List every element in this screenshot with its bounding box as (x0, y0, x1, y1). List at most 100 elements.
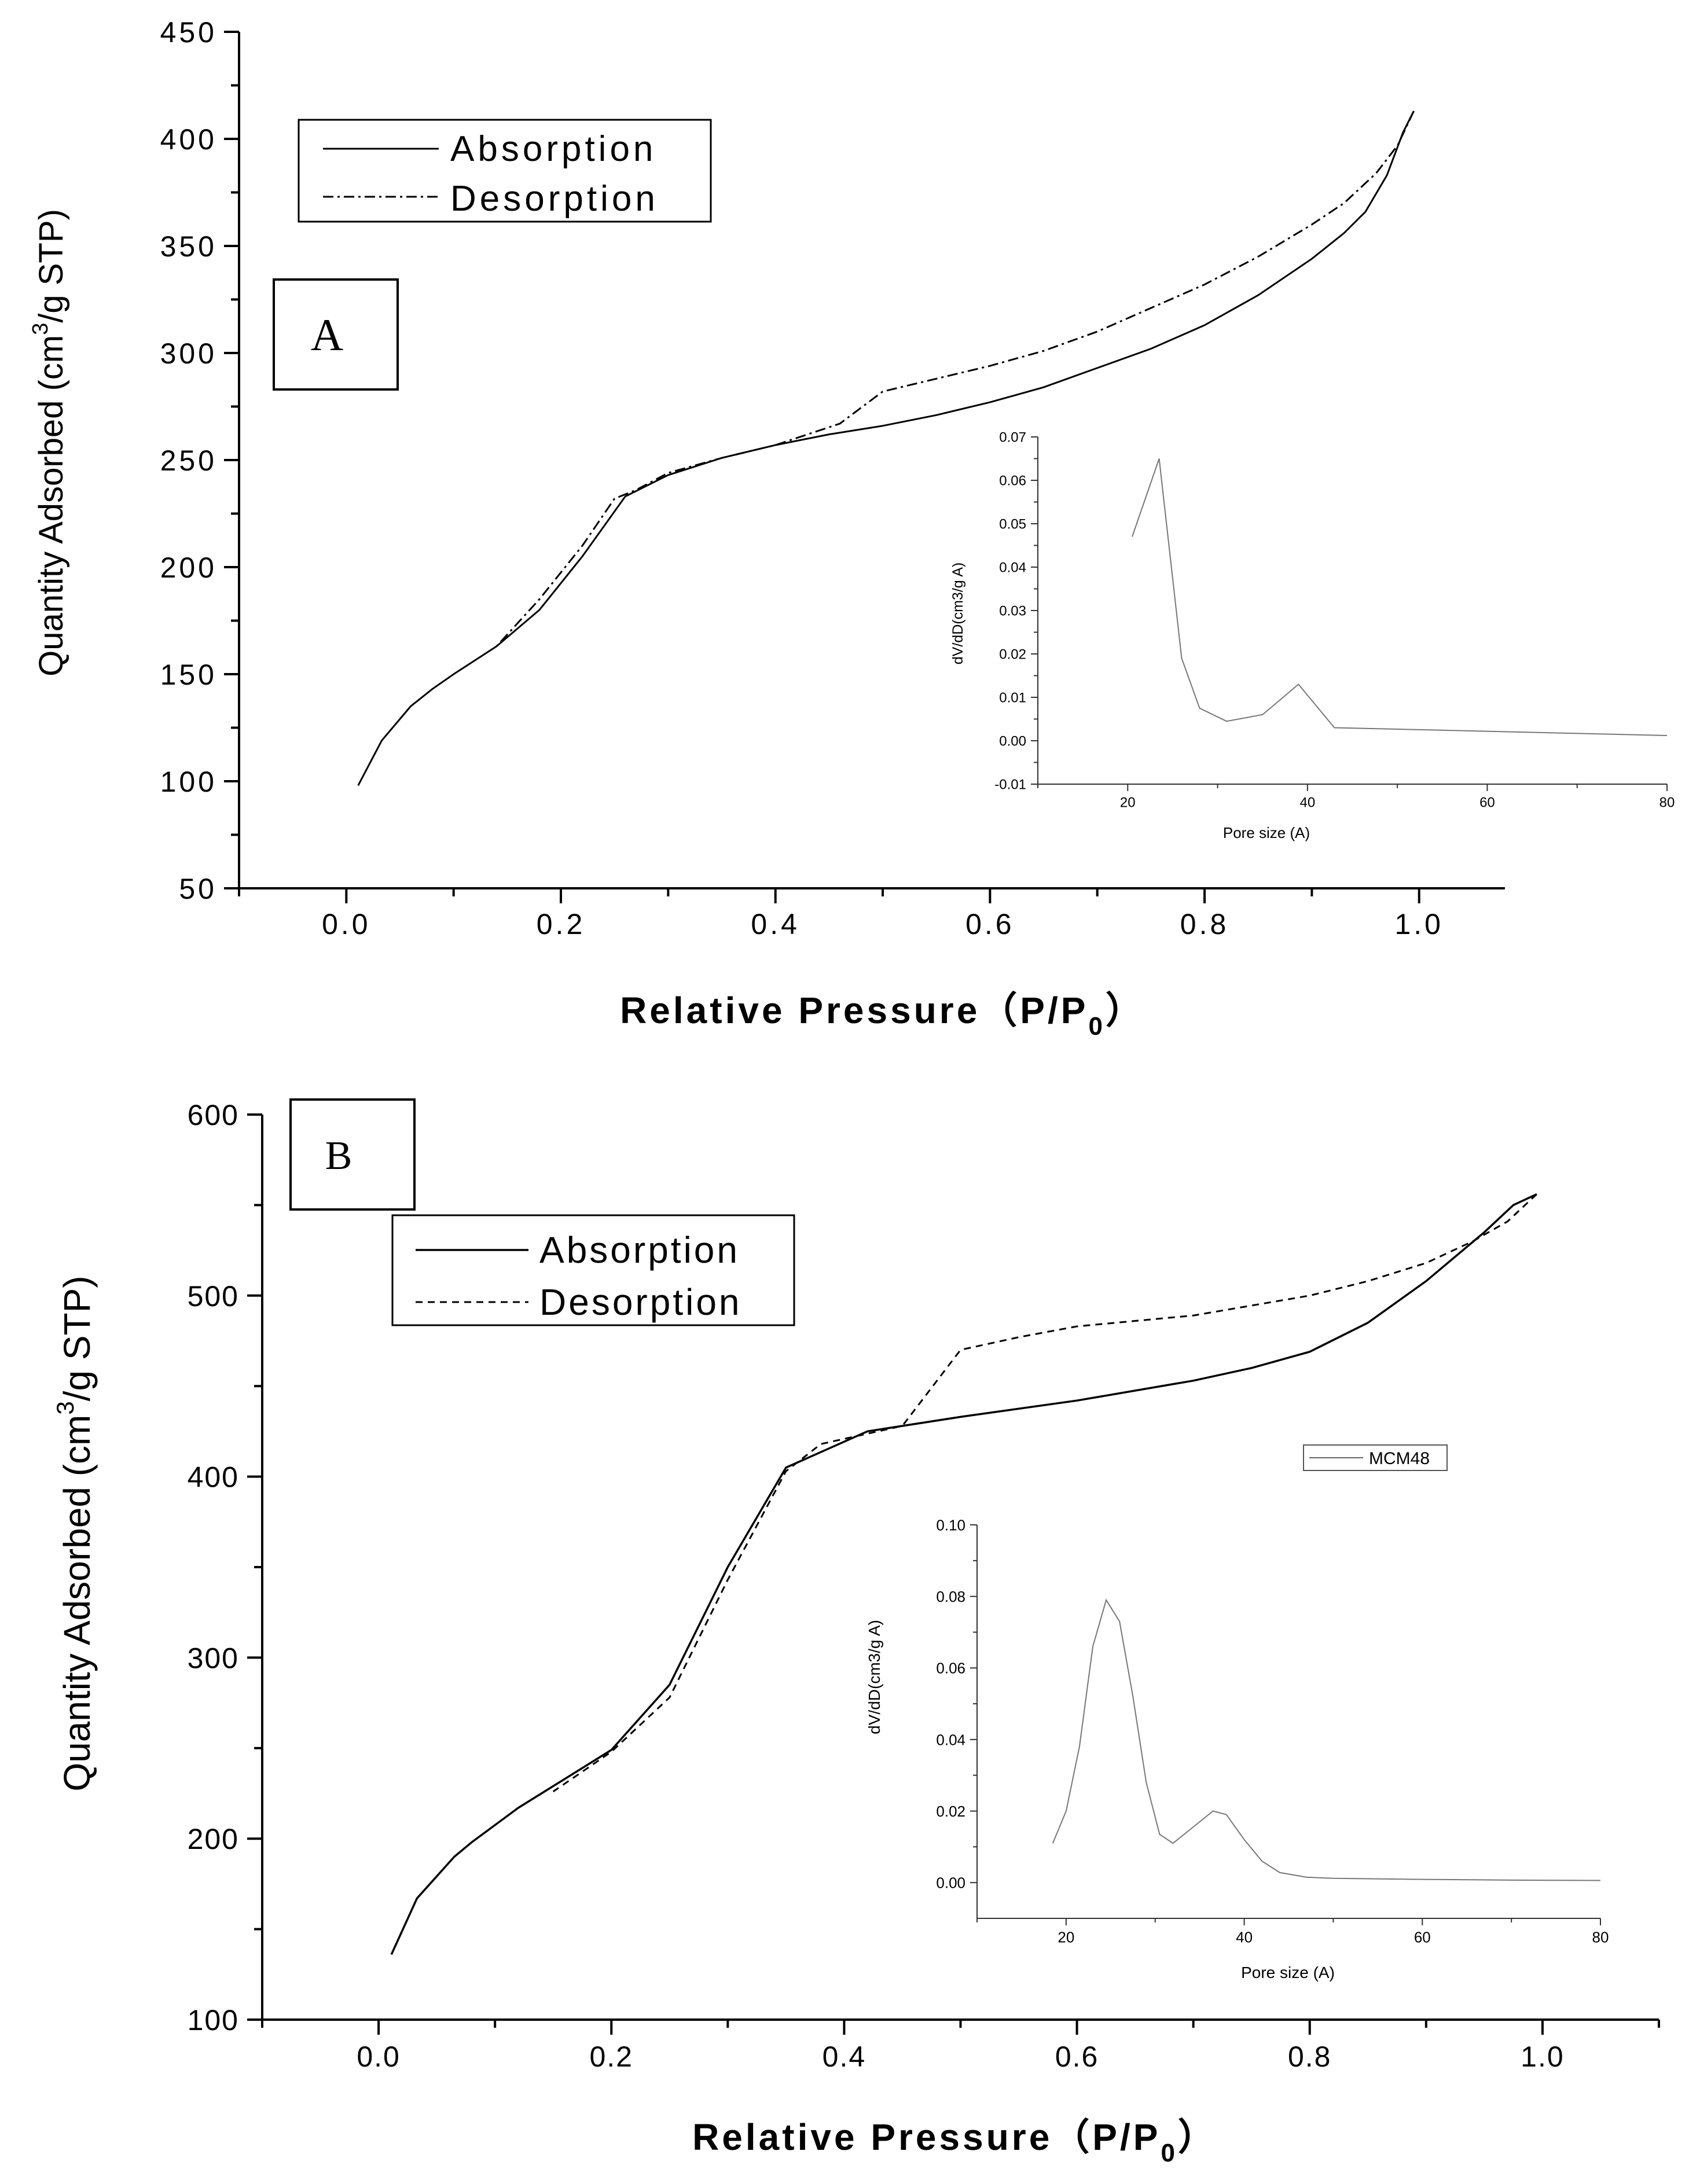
panel-a-label: A (311, 310, 343, 360)
panel-b-x-axis-title: Relative Pressure（P/P0） (692, 2116, 1218, 2167)
panel-b-legend-label-desorption: Desorption (539, 1281, 742, 1323)
panel-b-absorption-line (390, 1193, 1537, 1955)
panel-a-label-box: A (273, 278, 399, 391)
panel-b-y-axis-title-sup: 3 (52, 1401, 79, 1414)
panel-a-y-tick-label: 450 (160, 16, 217, 49)
panel-a-legend-box (298, 119, 712, 223)
panel-a-inset-y-tick-label: 0.07 (999, 430, 1026, 446)
panel-b-x-axis-title-main: Relative Pressure（P/P (692, 2116, 1161, 2158)
panel-a-legend-label-absorption: Absorption (450, 129, 656, 169)
panel-b-inset-y-tick-label: 0.10 (936, 1516, 965, 1534)
panel-a-y-tick-label: 250 (160, 444, 217, 477)
panel-a-inset-y-tick-label: -0.01 (994, 777, 1026, 793)
panel-a-y-tick-label: 400 (160, 123, 217, 156)
panel-a-y-tick-label: 200 (160, 551, 217, 584)
panel-b-legend-label-absorption: Absorption (539, 1229, 740, 1271)
panel-b-y-tick-label: 300 (188, 1642, 239, 1674)
panel-b-y-tick-label: 500 (188, 1280, 239, 1312)
panel-b-inset-pore-distribution-line (1052, 1598, 1601, 1881)
panel-a-x-axis-title-close: ） (1106, 990, 1145, 1031)
panel-b-inset-y-tick-label: 0.02 (936, 1803, 965, 1820)
panel-a-inset-y-tick-label: 0.06 (999, 473, 1026, 489)
panel-a-inset-y-tick-label: 0.02 (999, 647, 1026, 663)
panel-a-plot: 50 100 150 200 250 300 350 400 450 0.0 0.2 0.4 0.6 0.… (160, 16, 1505, 940)
panel-b-legend-box (391, 1214, 795, 1326)
panel-b-inset-y-tick-label: 0.04 (936, 1731, 965, 1748)
panel-b-y-tick-label: 400 (188, 1461, 239, 1494)
panel-b-label-frame (289, 1098, 416, 1211)
panel-a-y-tick-label: 100 (160, 766, 217, 798)
panel-b-inset-legend: MCM48 (1303, 1444, 1448, 1471)
panel-a-y-axis-title-rest: /g STP) (32, 209, 70, 323)
panel-b-x-tick-label: 1.0 (1521, 2040, 1565, 2073)
panel-b-x-tick-label: 0.4 (823, 2040, 866, 2073)
panel-b-legend: Absorption Desorption (391, 1214, 795, 1326)
panel-b-inset-y-tick-label: 0.06 (936, 1660, 965, 1677)
panel-b-y-axis-title: Quantity Adsorbed (cm3/g STP) (52, 1275, 98, 1791)
panel-a-y-tick-label: 350 (160, 230, 217, 263)
panel-b-inset: 0.00 0.02 0.04 0.06 0.08 0.10 20 40 60 80 (936, 1513, 1615, 1973)
panel-a-inset-y-tick-label: 0.00 (999, 734, 1026, 749)
panel-a-x-axis-title: Relative Pressure（P/P0） (620, 990, 1145, 1040)
panel-a-x-tick-label: 0.8 (1180, 908, 1229, 940)
panel-a-inset-y-tick-label: 0.01 (999, 690, 1026, 706)
panel-b-inset-y-tick-label: 0.00 (936, 1874, 965, 1892)
panel-a-y-tick-label: 50 (179, 873, 217, 905)
panel-a-x-axis-title-main: Relative Pressure（P/P (620, 990, 1088, 1031)
panel-b-y-tick-label: 100 (188, 2004, 239, 2036)
panel-b-y-axis-title-main: Quantity Adsorbed (cm (56, 1415, 98, 1792)
panel-b-inset-legend-label: MCM48 (1369, 1449, 1430, 1468)
panel-a-inset-x-tick-label: 40 (1300, 795, 1316, 811)
panel-b-y-axis-title-rest: /g STP) (56, 1275, 98, 1401)
panel-a-x-tick-label: 0.6 (965, 908, 1015, 940)
panel-a-inset-x-tick-label: 20 (1120, 795, 1136, 811)
panel-b-x-axis-title-sub: 0 (1161, 2139, 1177, 2167)
panel-a-inset-y-tick-label: 0.03 (999, 604, 1026, 619)
panel-a-y-axis-title-main: Quantity Adsorbed (cm (32, 335, 70, 676)
panel-a-inset-y-tick-label: 0.05 (999, 517, 1026, 532)
panel-a-absorption-line (357, 111, 1415, 786)
panel-b-inset-x-axis-title: Pore size (A) (1241, 1964, 1335, 1981)
panel-a-inset-pore-distribution-line (1132, 458, 1668, 736)
panel-b-inset-background (975, 1513, 1615, 1973)
panel-b-x-axis-title-close: ） (1178, 2116, 1218, 2158)
panel-a-inset-y-tick-label: 0.04 (999, 560, 1026, 576)
panel-a-inset: -0.01 0.00 0.01 0.02 0.03 0.04 0.05 0.06 0.07 20 4… (994, 430, 1682, 842)
panel-a-legend: Absorption Desorption (298, 119, 712, 223)
panel-b-y-tick-label: 600 (188, 1099, 239, 1131)
panel-a-legend-label-desorption: Desorption (450, 179, 659, 219)
panel-b-inset-y-tick-label: 0.08 (936, 1588, 965, 1605)
panel-a-x-tick-label: 0.0 (322, 908, 371, 940)
panel-a-inset-background (1036, 431, 1682, 842)
panel-a-x-tick-label: 1.0 (1394, 908, 1444, 940)
panel-a-y-axis-title-sup: 3 (28, 323, 53, 335)
panel-b-inset-x-tick-label: 40 (1236, 1928, 1253, 1946)
panel-b-label-box: B (289, 1098, 416, 1211)
panel-a-x-tick-label: 0.4 (751, 908, 800, 940)
panel-b-plot: 100 200 300 400 500 600 0.0 0.2 0.4 0.6 0.8 1.0 (188, 1099, 1660, 2073)
panel-a-x-tick-label: 0.2 (537, 908, 586, 940)
panel-a-y-tick-label: 300 (160, 337, 217, 370)
panel-a-desorption-line (495, 111, 1415, 647)
panel-b-x-tick-label: 0.8 (1288, 2040, 1332, 2073)
panel-a-inset-x-axis-title: Pore size (A) (1223, 824, 1310, 841)
panel-b-y-tick-label: 200 (188, 1823, 239, 1855)
panel-a-x-axis-title-sub: 0 (1088, 1012, 1105, 1040)
panel-b-inset-x-tick-label: 60 (1414, 1928, 1431, 1946)
panel-b-x-tick-label: 0.2 (589, 2040, 633, 2073)
panel-b-inset-x-tick-label: 80 (1592, 1928, 1609, 1946)
panel-b-x-tick-label: 0.6 (1055, 2040, 1099, 2073)
panel-a-inset-x-tick-label: 80 (1659, 795, 1675, 811)
panel-a-inset-y-axis-title: dV/dD(cm3/g A) (950, 562, 966, 664)
panel-b-label: B (325, 1134, 353, 1178)
panel-b-inset-x-tick-label: 20 (1058, 1928, 1074, 1946)
panel-b-desorption-line (552, 1193, 1537, 1793)
panel-a-label-frame (273, 278, 399, 391)
panel-a-inset-x-tick-label: 60 (1479, 795, 1495, 811)
panel-b-inset-y-axis-title: dV/dD(cm3/g A) (865, 1620, 883, 1734)
panel-b-x-tick-label: 0.0 (357, 2040, 401, 2073)
panel-a-y-axis-title: Quantity Adsorbed (cm3/g STP) (28, 209, 70, 676)
